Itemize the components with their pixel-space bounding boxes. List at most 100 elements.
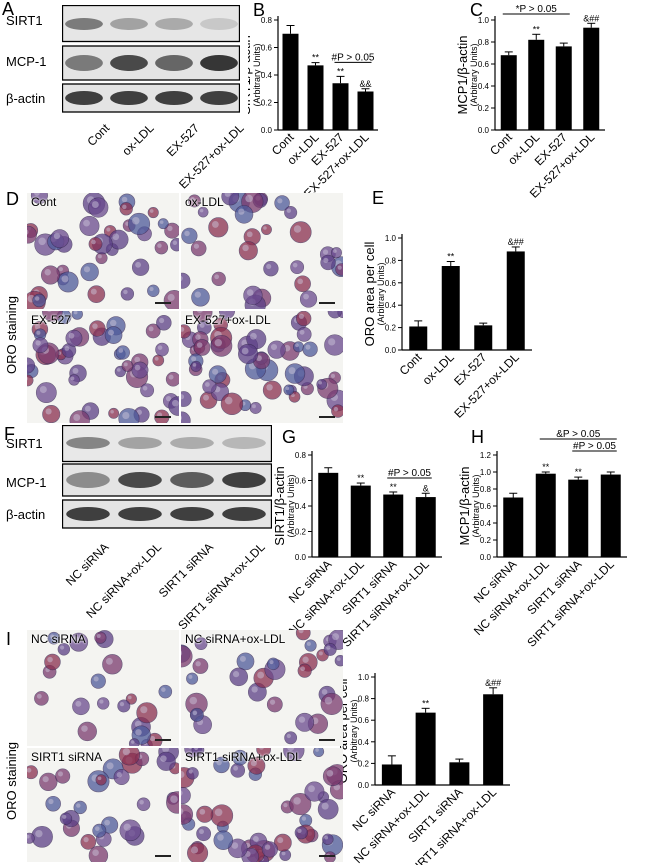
cell (218, 311, 235, 320)
scale-bar (155, 302, 171, 304)
cell-highlight (73, 311, 78, 315)
micro-i-sirt1-oxldl: SIRT1 siRNA+ox-LDL (181, 748, 343, 862)
blot-band (200, 91, 238, 105)
blot-f-bands (61, 424, 273, 529)
blot-band (66, 472, 110, 488)
cell-highlight (45, 408, 52, 415)
cell-highlight (283, 802, 288, 808)
cell (181, 645, 193, 668)
cell-highlight (90, 288, 97, 295)
cell-highlight (181, 808, 184, 815)
cell-highlight (322, 249, 329, 255)
cell (289, 221, 312, 244)
cell-highlight (301, 816, 307, 821)
panel-label-f: F (4, 424, 15, 444)
cell (192, 658, 209, 674)
cell (165, 371, 179, 387)
blot-band (66, 437, 110, 449)
cell (256, 748, 271, 757)
cell-highlight (315, 748, 319, 752)
cell-highlight (172, 240, 178, 246)
cell-highlight (321, 689, 328, 695)
cell (136, 797, 151, 811)
cell-highlight (318, 651, 323, 656)
cell (104, 326, 123, 344)
cell-highlight (241, 347, 249, 355)
cell-highlight (235, 752, 241, 759)
cell-highlight (167, 225, 173, 232)
bar (383, 494, 404, 557)
cell-highlight (330, 373, 336, 379)
cell (191, 748, 205, 757)
bar (332, 83, 349, 130)
cell-highlight (81, 725, 88, 732)
blot-band (155, 18, 193, 30)
blot-band (170, 507, 214, 521)
cell-highlight (75, 700, 82, 707)
chart-e: E 0.0 0.2 0.4 0.6 0.8 1.0 ORO area per cell (Arb… (362, 188, 532, 421)
cell-highlight (263, 226, 267, 230)
cell-highlight (297, 828, 302, 833)
cell-highlight (298, 630, 304, 634)
micro-d-ex527-label: EX-527 (31, 313, 72, 327)
cell-highlight (297, 278, 304, 285)
bracket-label: #P > 0.05 (332, 52, 375, 63)
cell-highlight (157, 345, 163, 350)
micro-i-nc-oxldl-label: NC siRNA+ox-LDL (185, 632, 286, 646)
blot-f-row-sirt1: SIRT1 (6, 436, 43, 451)
blot-a: SIRT1 MCP-1 β-actin (0, 0, 122, 240)
blot-f-row-mcp1: MCP-1 (6, 475, 47, 490)
cell-highlight (197, 639, 202, 644)
y-tick-label: 0.6 (478, 60, 490, 69)
cell-highlight (72, 636, 80, 643)
bar (282, 33, 299, 130)
x-tick-label: ox-LDL (420, 350, 457, 387)
cell-highlight (109, 319, 117, 327)
cell-highlight (160, 755, 167, 762)
cell-highlight (34, 193, 40, 196)
bracket-label: &P > 0.05 (556, 429, 600, 440)
cell-highlight (302, 656, 309, 663)
cell-highlight (303, 293, 309, 300)
cell (42, 311, 63, 322)
cell-highlight (134, 364, 141, 371)
cell-highlight (130, 740, 135, 744)
cell-highlight (92, 849, 99, 856)
bar (483, 694, 504, 785)
cell-highlight (214, 274, 220, 280)
cell-highlight (333, 249, 337, 253)
cell-highlight (34, 296, 40, 301)
bar (350, 485, 371, 557)
cell-highlight (266, 263, 272, 270)
cell (192, 311, 213, 323)
cell (32, 337, 49, 354)
cell-highlight (181, 790, 183, 796)
cell-highlight (27, 834, 30, 839)
cell (243, 285, 263, 305)
cell-highlight (332, 633, 340, 641)
cell-highlight (91, 201, 99, 208)
cell-highlight (337, 265, 342, 270)
y-tick-label: 0.0 (480, 553, 492, 562)
cell-highlight (149, 209, 154, 213)
blot-a-lane-2: ox-LDL (119, 121, 157, 159)
y-axis-sublabel: (Arbitrary Units) (349, 699, 359, 762)
cell (238, 241, 258, 261)
bar (415, 497, 436, 557)
cell-highlight (190, 846, 199, 854)
significance-mark: ** (312, 53, 320, 63)
cell (120, 287, 135, 301)
cell-highlight (154, 356, 159, 361)
blot-band (200, 55, 238, 71)
cell-highlight (193, 243, 200, 249)
cell-highlight (181, 770, 185, 779)
cell (59, 812, 73, 825)
cell-highlight (266, 384, 273, 391)
cell (284, 206, 298, 220)
cell-highlight (292, 262, 298, 268)
y-axis-sublabel: (Arbitrary Units) (252, 43, 262, 106)
y-tick-label: 1.0 (480, 468, 492, 477)
cell-highlight (104, 819, 111, 826)
y-tick-label: 1.0 (358, 673, 370, 682)
significance-mark: &## (485, 678, 501, 688)
